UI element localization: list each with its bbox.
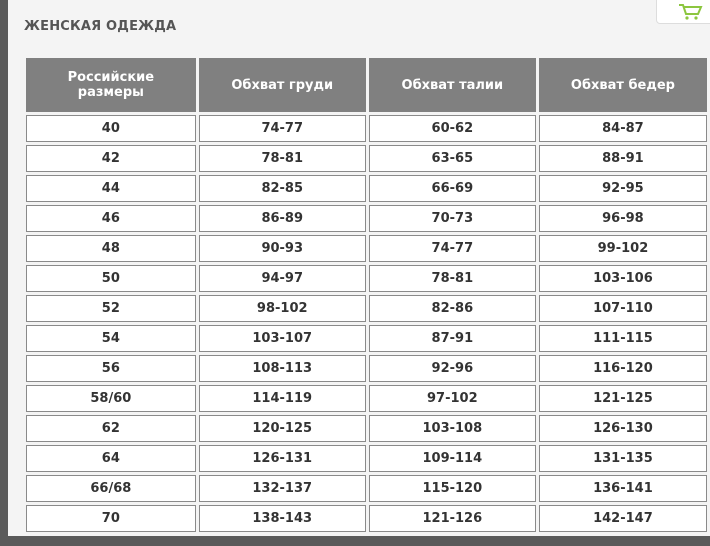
column-header: Российские размеры: [26, 58, 196, 112]
table-row: 46 86-89 70-73 96-98: [26, 205, 707, 232]
size-table: Российские размеры Обхват груди Обхват тал…: [23, 55, 710, 535]
table-cell: 131-135: [538, 445, 707, 472]
table-cell: 50: [26, 265, 196, 292]
table-row: 70 138-143 121-126 142-147: [26, 505, 707, 532]
table-cell: 82-85: [198, 175, 366, 202]
table-cell: 97-102: [368, 385, 536, 412]
table-cell: 114-119: [198, 385, 366, 412]
table-row: 56 108-113 92-96 116-120: [26, 355, 707, 382]
table-cell: 92-96: [368, 355, 536, 382]
table-cell: 111-115: [538, 325, 707, 352]
table-cell: 99-102: [538, 235, 707, 262]
table-cell: 78-81: [198, 145, 366, 172]
modal-title: ЖЕНСКАЯ ОДЕЖДА: [24, 19, 177, 34]
table-cell: 66-69: [368, 175, 536, 202]
table-cell: 70: [26, 505, 196, 532]
table-cell: 74-77: [368, 235, 536, 262]
table-row: 62 120-125 103-108 126-130: [26, 415, 707, 442]
table-cell: 109-114: [368, 445, 536, 472]
cart-button[interactable]: [656, 0, 710, 24]
table-cell: 116-120: [538, 355, 707, 382]
table-cell: 42: [26, 145, 196, 172]
table-row: 48 90-93 74-77 99-102: [26, 235, 707, 262]
table-row: 42 78-81 63-65 88-91: [26, 145, 707, 172]
column-header: Обхват груди: [198, 58, 366, 112]
table-cell: 54: [26, 325, 196, 352]
cart-wheel: [694, 16, 698, 20]
table-cell: 115-120: [368, 475, 536, 502]
table-cell: 120-125: [198, 415, 366, 442]
table-cell: 82-86: [368, 295, 536, 322]
table-row: 50 94-97 78-81 103-106: [26, 265, 707, 292]
modal: ЖЕНСКАЯ ОДЕЖДА Российские размеры Обхват …: [8, 0, 710, 536]
table-cell: 103-108: [368, 415, 536, 442]
column-header: Обхват талии: [368, 58, 536, 112]
table-cell: 98-102: [198, 295, 366, 322]
cart-shape: [679, 4, 703, 15]
table-cell: 103-106: [538, 265, 707, 292]
table-cell: 56: [26, 355, 196, 382]
table-row: 40 74-77 60-62 84-87: [26, 115, 707, 142]
table-cell: 136-141: [538, 475, 707, 502]
header-row: Российские размеры Обхват груди Обхват тал…: [26, 58, 707, 112]
table-cell: 86-89: [198, 205, 366, 232]
table-cell: 74-77: [198, 115, 366, 142]
table-cell: 44: [26, 175, 196, 202]
table-cell: 107-110: [538, 295, 707, 322]
table-cell: 63-65: [368, 145, 536, 172]
table-cell: 84-87: [538, 115, 707, 142]
table-cell: 87-91: [368, 325, 536, 352]
table-cell: 66/68: [26, 475, 196, 502]
table-cell: 40: [26, 115, 196, 142]
table-cell: 121-126: [368, 505, 536, 532]
table-cell: 64: [26, 445, 196, 472]
table-row: 54 103-107 87-91 111-115: [26, 325, 707, 352]
table-cell: 90-93: [198, 235, 366, 262]
table-cell: 92-95: [538, 175, 707, 202]
table-cell: 70-73: [368, 205, 536, 232]
table-row: 52 98-102 82-86 107-110: [26, 295, 707, 322]
table-row: 44 82-85 66-69 92-95: [26, 175, 707, 202]
cart-icon: [679, 4, 703, 20]
table-cell: 88-91: [538, 145, 707, 172]
table-cell: 60-62: [368, 115, 536, 142]
column-header: Обхват бедер: [538, 58, 707, 112]
table-cell: 103-107: [198, 325, 366, 352]
table-cell: 58/60: [26, 385, 196, 412]
table-cell: 126-131: [198, 445, 366, 472]
table-row: 58/60 114-119 97-102 121-125: [26, 385, 707, 412]
table-cell: 138-143: [198, 505, 366, 532]
cart-wheel: [685, 16, 689, 20]
table-cell: 126-130: [538, 415, 707, 442]
table-cell: 132-137: [198, 475, 366, 502]
table-cell: 48: [26, 235, 196, 262]
table-cell: 46: [26, 205, 196, 232]
table-cell: 62: [26, 415, 196, 442]
table-cell: 78-81: [368, 265, 536, 292]
table-cell: 96-98: [538, 205, 707, 232]
table-cell: 142-147: [538, 505, 707, 532]
table-row: 66/68 132-137 115-120 136-141: [26, 475, 707, 502]
table-row: 64 126-131 109-114 131-135: [26, 445, 707, 472]
table-cell: 108-113: [198, 355, 366, 382]
table-cell: 94-97: [198, 265, 366, 292]
table-cell: 52: [26, 295, 196, 322]
table-cell: 121-125: [538, 385, 707, 412]
